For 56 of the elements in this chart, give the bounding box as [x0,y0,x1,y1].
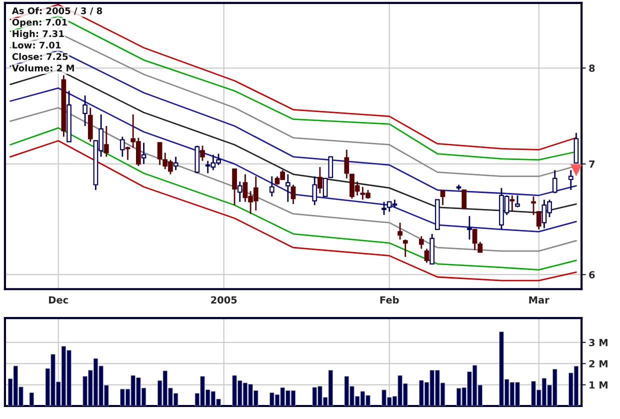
candlestick [286,174,290,203]
annotation: Volume: 2 M [12,64,74,72]
line-series [10,107,577,252]
candlestick [322,178,328,198]
y-tick-label: 7 [589,160,594,168]
candlestick [382,201,386,216]
candlestick [552,169,558,194]
candlestick [200,145,205,162]
candlestick [515,194,520,208]
candlestick [568,169,574,191]
candlestick [104,125,109,158]
candlestick [82,94,88,127]
y-tick-label: 8 [589,64,595,72]
candlestick [328,156,334,178]
line-series [10,140,577,282]
candlestick [141,142,146,165]
candlestick [88,107,93,142]
candlestick [120,136,125,158]
candlestick [424,248,430,264]
candlestick [398,222,402,240]
annotation: High: 7.31 [12,30,64,39]
candlestick [402,238,408,258]
candlestick [467,215,472,240]
y-tick-label: 1 M [590,381,608,388]
candlestick [462,189,467,209]
candlestick [173,156,178,171]
candlestick [536,210,542,230]
x-tick-label: 2005 [211,296,237,304]
x-tick-label: Mar [529,296,550,304]
candlestick [237,180,242,203]
y-tick-label: 6 [589,271,595,278]
candlestick [440,189,446,206]
line-series [10,50,577,196]
candlestick [269,176,274,198]
annotation: Open: 7.01 [12,18,67,28]
line-series [10,127,577,271]
x-tick-label: Feb [380,296,399,304]
candlestick [157,142,162,166]
candlestick [318,166,322,194]
annotation: Close: 7.25 [12,53,68,60]
line-series [10,87,577,232]
x-tick-label: Dec [49,296,68,304]
candlestick [125,146,130,161]
candlestick [232,168,237,206]
annotation: Low: 7.01 [12,42,61,49]
y-tick-label: 3 M [589,338,608,346]
candlestick [312,176,318,206]
annotation: As Of: 2005 / 3 / 8 [12,7,102,15]
bar [29,392,34,406]
y-tick-label: 2 M [589,360,608,368]
candlestick [290,184,296,205]
candlestick [418,235,424,250]
candlestick [531,196,536,216]
candlestick [478,241,483,253]
candlestick [510,194,515,212]
candlestick [472,228,478,251]
